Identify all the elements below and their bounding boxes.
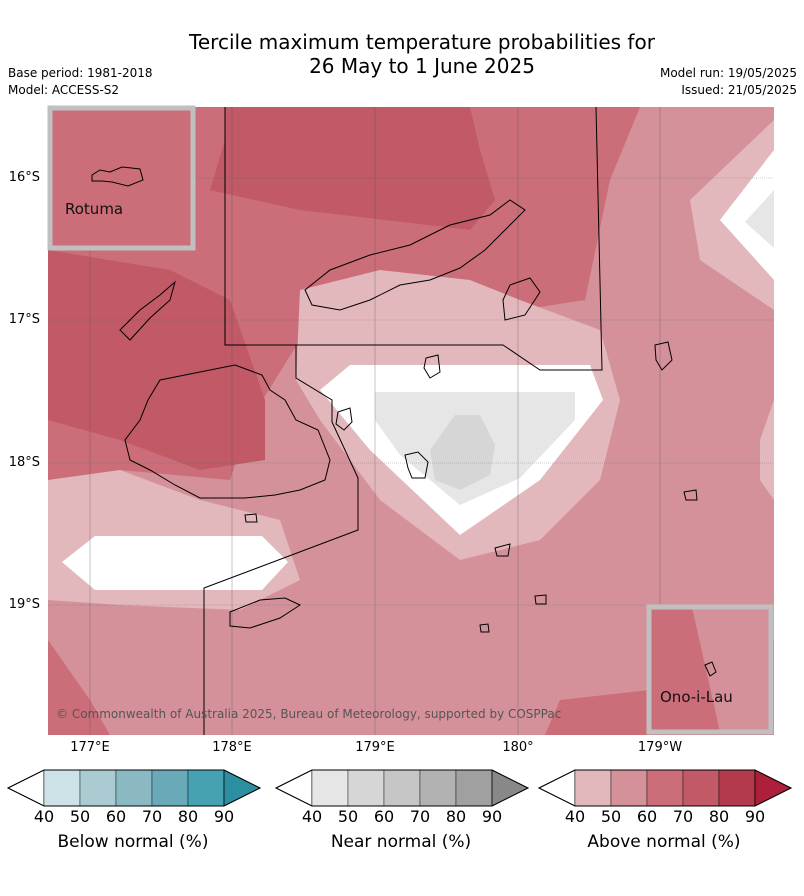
- matuku-outline: [479, 623, 490, 633]
- copyright-text: © Commonwealth of Australia 2025, Bureau…: [56, 707, 561, 721]
- koro-outline: [423, 354, 441, 379]
- legend-below-tick-80: 80: [177, 807, 199, 826]
- chart-title: Tercile maximum temperature probabilitie…: [120, 30, 724, 78]
- lon-label-179w: 179°W: [637, 740, 683, 755]
- legend-near-box-40: [311, 769, 349, 807]
- legend-below-high-extend: [223, 769, 261, 807]
- rotuma-outline: [91, 166, 144, 187]
- shade-above-40-50-e: [760, 400, 774, 500]
- legend-below-tick-50: 50: [69, 807, 91, 826]
- shade-above-sw: [48, 640, 110, 735]
- shade-above-70-80-north: [210, 107, 495, 230]
- legend-near-outline: [274, 769, 530, 807]
- lon-label-179e: 179°E: [355, 740, 395, 755]
- rotuma-label: Rotuma: [65, 200, 123, 218]
- kadavu-outline: [229, 597, 302, 629]
- legend-above-low-extend: [538, 769, 576, 807]
- ono-i-lau-outline: [704, 661, 717, 677]
- legend-above-tick-80: 80: [708, 807, 730, 826]
- legend-near-box-70: [419, 769, 457, 807]
- issued-text: Issued: 21/05/2025: [681, 83, 797, 97]
- viti-levu-outline: [124, 364, 331, 499]
- title-line-1: Tercile maximum temperature probabilitie…: [189, 30, 655, 54]
- lat-label-18s: 18°S: [8, 455, 40, 470]
- lakeba-outline: [683, 489, 698, 501]
- legend-above-normal: [537, 769, 793, 807]
- lat-label-17s: 17°S: [8, 312, 40, 327]
- vanua-levu-outline: [304, 199, 526, 311]
- legend-near-tick-60: 60: [373, 807, 395, 826]
- legend-above-box-40: [574, 769, 612, 807]
- legend-below-normal: [6, 769, 262, 807]
- moala-outline: [494, 543, 511, 557]
- lat-label-16s: 16°S: [8, 170, 40, 185]
- legend-title-near: Near normal (%): [330, 832, 472, 852]
- island-outlines: [119, 199, 698, 633]
- legend-above-box-70: [682, 769, 720, 807]
- legend-above-box-50: [610, 769, 648, 807]
- ono-i-lau-label: Ono-i-Lau: [660, 688, 733, 706]
- legend-near-tick-70: 70: [409, 807, 431, 826]
- legend-near-low-extend: [275, 769, 313, 807]
- meta-left: Base period: 1981-2018 Model: ACCESS-S2: [8, 65, 153, 99]
- legend-below-low-extend: [7, 769, 45, 807]
- base-period-text: Base period: 1981-2018: [8, 66, 153, 80]
- legend-below-tick-70: 70: [141, 807, 163, 826]
- legend-near-tick-50: 50: [337, 807, 359, 826]
- legend-near-high-extend: [491, 769, 529, 807]
- shade-near-50-60: [430, 415, 495, 490]
- legend-above-tick-40: 40: [564, 807, 586, 826]
- legend-near-tick-90: 90: [481, 807, 503, 826]
- meta-right: Model run: 19/05/2025 Issued: 21/05/2025: [660, 65, 797, 99]
- legend-below-box-50: [79, 769, 117, 807]
- totoya-outline: [534, 594, 547, 605]
- legend-above-tick-50: 50: [600, 807, 622, 826]
- legend-above-tick-70: 70: [672, 807, 694, 826]
- lau-island-outline: [654, 341, 673, 371]
- lon-label-180: 180°: [502, 740, 534, 755]
- inset-ono-i-lau: [646, 604, 774, 735]
- legend-above-tick-90: 90: [744, 807, 766, 826]
- legend-near-box-60: [383, 769, 421, 807]
- legend-below-box-40: [43, 769, 81, 807]
- legend-near-normal: [274, 769, 530, 807]
- legend-above-high-extend: [754, 769, 792, 807]
- ovalau-outline: [335, 407, 353, 431]
- lon-label-178e: 178°E: [212, 740, 252, 755]
- legend-title-below: Below normal (%): [57, 832, 209, 852]
- legend-near-box-50: [347, 769, 385, 807]
- boundary-lines: [203, 107, 603, 735]
- shade-white-ne: [720, 150, 774, 280]
- legend-above-box-60: [646, 769, 684, 807]
- legend-near-box-80: [455, 769, 493, 807]
- legend-below-tick-60: 60: [105, 807, 127, 826]
- legend-near-tick-40: 40: [301, 807, 323, 826]
- legend-above-box-80: [718, 769, 756, 807]
- gau-outline: [404, 451, 429, 479]
- lon-label-177e: 177°E: [70, 740, 110, 755]
- legend-below-outline: [6, 769, 262, 807]
- shade-near-ne: [745, 190, 774, 248]
- legend-below-tick-90: 90: [213, 807, 235, 826]
- title-line-2: 26 May to 1 June 2025: [309, 54, 535, 78]
- lat-label-19s: 19°S: [8, 597, 40, 612]
- inset-rotuma: [47, 105, 196, 251]
- model-run-text: Model run: 19/05/2025: [659, 66, 797, 80]
- legend-below-box-60: [115, 769, 153, 807]
- yasawa-outline: [119, 280, 176, 341]
- model-text: Model: ACCESS-S2: [8, 83, 120, 97]
- legend-above-outline: [537, 769, 793, 807]
- legend-title-above: Above normal (%): [587, 832, 741, 852]
- legend-near-tick-80: 80: [445, 807, 467, 826]
- legend-below-tick-40: 40: [33, 807, 55, 826]
- legend-below-box-70: [151, 769, 189, 807]
- legend-below-box-80: [187, 769, 225, 807]
- legend-above-tick-60: 60: [636, 807, 658, 826]
- beqa-outline: [244, 513, 258, 523]
- taveuni-outline: [502, 277, 541, 321]
- shade-above-70-80-west: [48, 250, 265, 470]
- shade-white-sw: [62, 536, 288, 590]
